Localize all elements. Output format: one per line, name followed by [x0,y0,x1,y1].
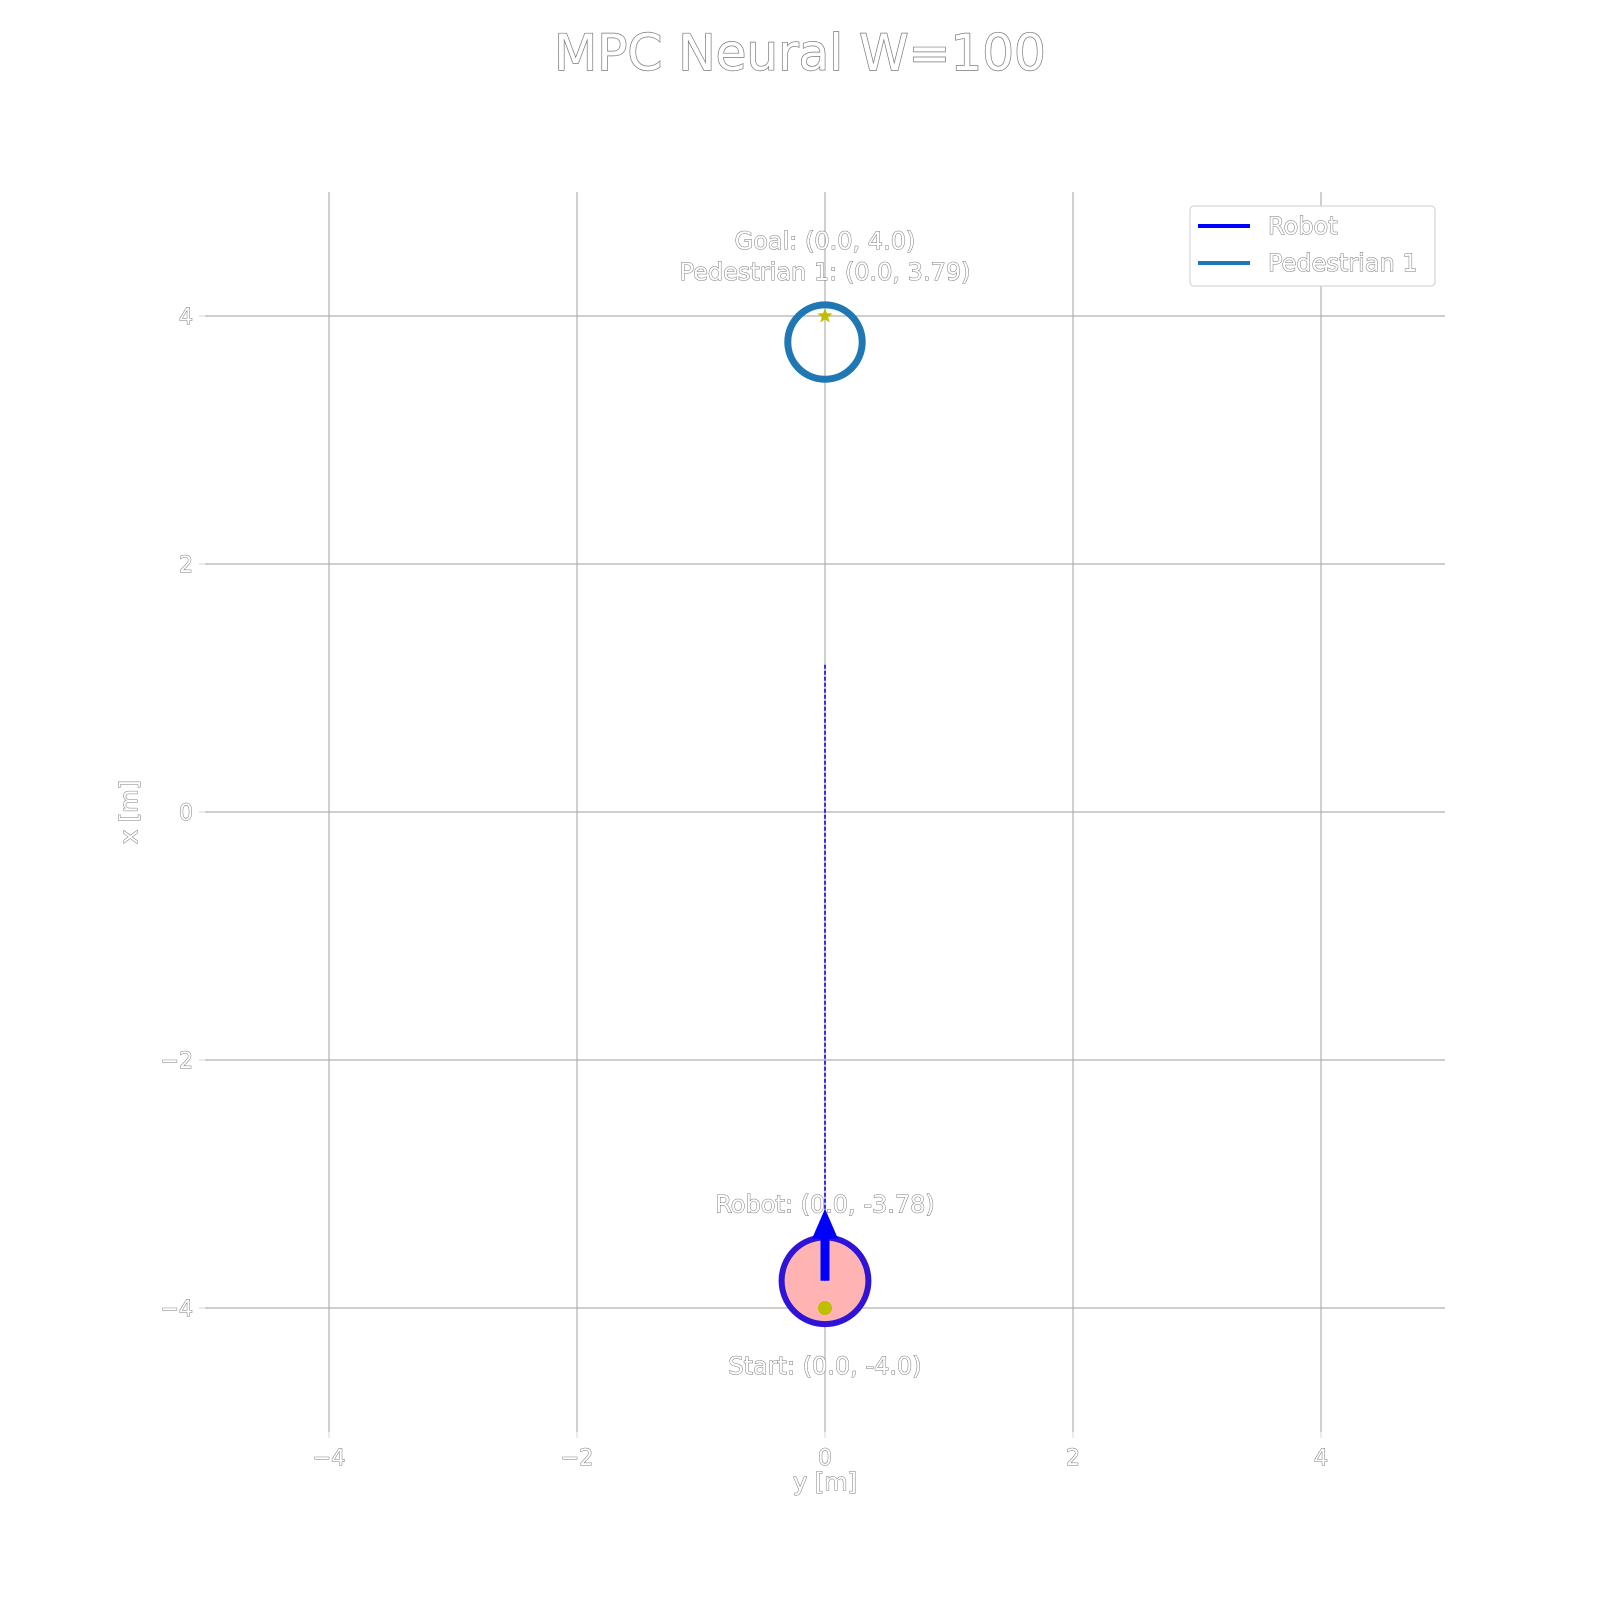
annotation-pedestrian: Pedestrian 1: (0.0, 3.79) [680,258,971,286]
y-tick-label-1: −2 [161,1049,193,1074]
x-tick-label-3: 2 [1066,1446,1080,1471]
y-tick-label-2: 0 [179,801,193,826]
legend-label-0: Robot [1268,212,1338,240]
x-axis-ticks: −4 −2 0 2 4 [312,1432,1329,1472]
legend-label-1: Pedestrian 1 [1268,249,1418,277]
annotation-goal: Goal: (0.0, 4.0) [735,227,916,255]
annotation-start: Start: (0.0, -4.0) [728,1352,921,1380]
chart-title: MPC Neural W=100 [554,24,1046,82]
pedestrian-circle [784,301,866,383]
y-tick-label-0: −4 [161,1297,193,1322]
x-tick-label-2: 0 [818,1446,832,1471]
start-dot [818,1301,832,1315]
legend-box [1189,205,1436,287]
chart-annotations: Goal: (0.0, 4.0) Pedestrian 1: (0.0, 3.79… [679,227,971,1381]
y-tick-label-3: 2 [179,553,193,578]
legend: Robot Pedestrian 1 [1189,205,1436,287]
goal-star [817,308,833,323]
annotation-robot: Robot: (0.0, -3.78) [715,1191,935,1219]
chart-marks [778,301,872,1328]
y-tick-label-4: 4 [179,305,193,330]
x-tick-label-4: 4 [1314,1446,1328,1471]
x-tick-label-1: −2 [561,1446,593,1471]
x-tick-label-0: −4 [313,1446,345,1471]
y-axis-ticks: −4 −2 0 2 4 [160,305,205,1323]
y-axis-label: x [m] [115,780,143,844]
x-axis-label: y [m] [793,1468,857,1496]
